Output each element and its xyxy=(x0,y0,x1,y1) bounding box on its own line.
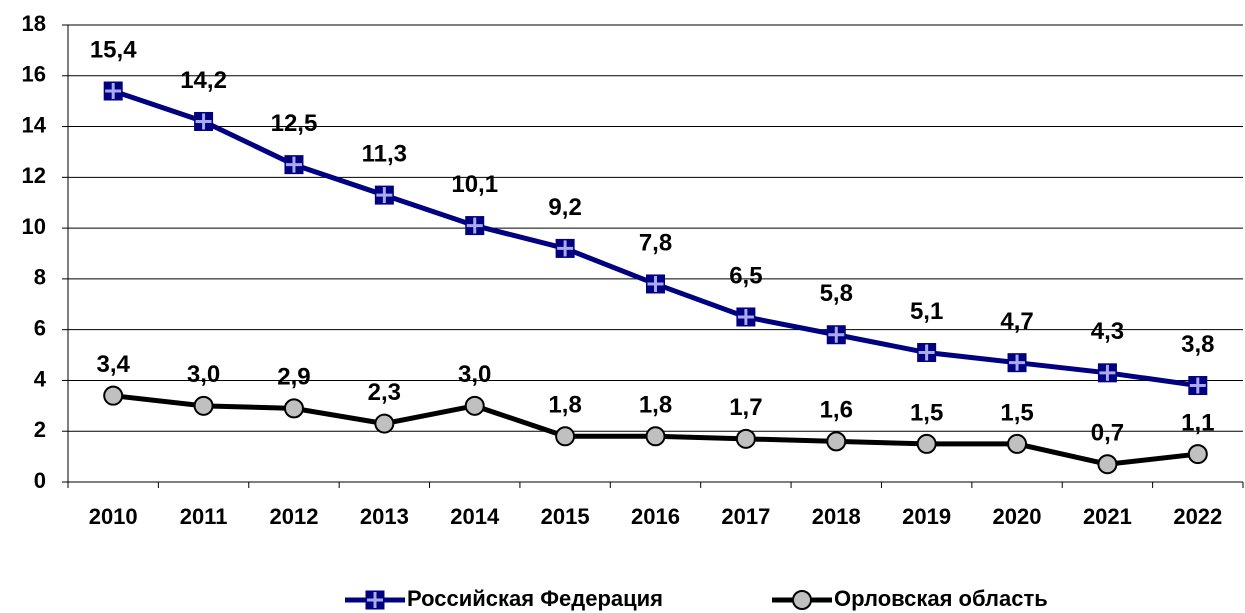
marker xyxy=(1007,433,1028,454)
marker xyxy=(917,343,937,363)
marker xyxy=(1188,376,1208,396)
marker xyxy=(103,81,123,101)
data-label: 11,3 xyxy=(362,140,407,167)
data-label: 1,8 xyxy=(548,392,581,419)
marker xyxy=(103,385,124,406)
marker xyxy=(194,111,214,131)
data-label: 14,2 xyxy=(180,67,227,94)
marker xyxy=(1187,444,1208,465)
data-label: 5,8 xyxy=(820,280,853,307)
marker xyxy=(193,395,214,416)
data-label: 3,4 xyxy=(97,351,131,378)
data-label: 1,5 xyxy=(1000,399,1033,426)
marker xyxy=(916,433,937,454)
marker xyxy=(1007,353,1027,373)
x-tick-label: 2011 xyxy=(180,504,228,529)
marker xyxy=(284,155,304,175)
data-label: 2,3 xyxy=(368,379,401,406)
y-tick-label: 8 xyxy=(34,265,46,290)
x-tick-label: 2013 xyxy=(360,504,409,529)
data-label: 1,5 xyxy=(910,399,943,426)
data-label: 15,4 xyxy=(90,36,137,63)
legend-label: Российская Федерация xyxy=(407,586,663,611)
marker xyxy=(464,395,485,416)
data-label: 1,6 xyxy=(820,397,853,424)
y-tick-label: 2 xyxy=(34,417,46,442)
data-label: 0,7 xyxy=(1091,420,1124,447)
y-tick-label: 16 xyxy=(22,62,46,87)
marker xyxy=(555,426,576,447)
marker xyxy=(736,307,756,327)
data-label: 6,5 xyxy=(729,262,762,289)
data-label: 3,0 xyxy=(458,361,491,388)
x-tick-label: 2019 xyxy=(902,504,951,529)
data-label: 4,7 xyxy=(1000,308,1033,335)
x-tick-label: 2014 xyxy=(450,504,500,529)
marker xyxy=(374,185,394,205)
marker xyxy=(465,216,485,236)
y-tick-label: 0 xyxy=(34,468,46,493)
marker xyxy=(826,431,847,452)
marker xyxy=(365,590,385,610)
x-tick-label: 2022 xyxy=(1173,504,1222,529)
y-tick-label: 14 xyxy=(22,112,47,137)
data-label: 2,9 xyxy=(277,364,310,391)
x-tick-label: 2020 xyxy=(993,504,1042,529)
marker xyxy=(1097,363,1117,383)
y-tick-label: 10 xyxy=(22,214,46,239)
x-tick-label: 2016 xyxy=(631,504,680,529)
x-tick-label: 2017 xyxy=(721,504,770,529)
y-tick-label: 4 xyxy=(34,366,47,391)
data-label: 1,7 xyxy=(729,394,762,421)
data-label: 10,1 xyxy=(451,171,498,198)
marker xyxy=(555,238,575,258)
y-tick-label: 6 xyxy=(34,315,46,340)
y-tick-label: 12 xyxy=(22,163,46,188)
data-label: 9,2 xyxy=(548,194,581,221)
marker xyxy=(645,426,666,447)
y-tick-label: 18 xyxy=(22,11,46,36)
data-label: 1,8 xyxy=(639,392,672,419)
x-tick-label: 2021 xyxy=(1083,504,1132,529)
x-tick-label: 2012 xyxy=(269,504,318,529)
data-label: 3,0 xyxy=(187,361,220,388)
x-tick-label: 2015 xyxy=(541,504,590,529)
data-label: 4,3 xyxy=(1091,318,1124,345)
marker xyxy=(374,413,395,434)
marker xyxy=(826,325,846,345)
data-label: 3,8 xyxy=(1181,331,1214,358)
data-label: 5,1 xyxy=(910,298,943,325)
marker xyxy=(792,590,812,610)
x-tick-label: 2010 xyxy=(89,504,138,529)
marker xyxy=(283,398,304,419)
data-label: 7,8 xyxy=(639,229,672,256)
data-label: 1,1 xyxy=(1181,409,1214,436)
marker xyxy=(646,274,665,294)
marker xyxy=(1097,454,1118,475)
x-tick-label: 2018 xyxy=(812,504,861,529)
legend-label: Орловская область xyxy=(834,586,1048,611)
marker xyxy=(735,428,756,449)
data-label: 12,5 xyxy=(271,110,318,137)
